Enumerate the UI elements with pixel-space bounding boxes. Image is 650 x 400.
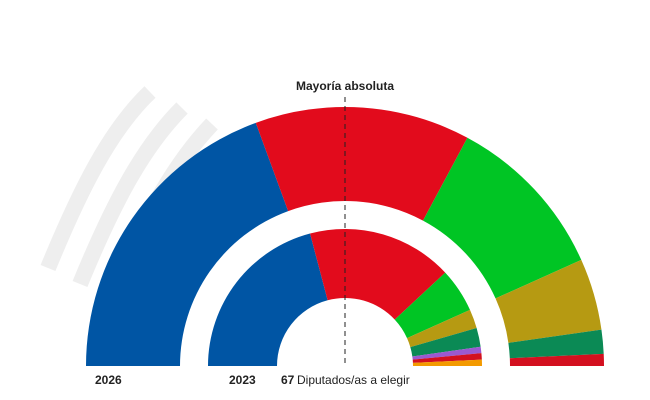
seat-segment <box>208 233 328 366</box>
total-seats: 67 <box>281 373 295 387</box>
seat-segment <box>407 309 477 348</box>
ring-label: 2026 <box>95 373 122 387</box>
seat-segment <box>310 229 446 320</box>
seat-segment <box>412 353 482 363</box>
seat-segment <box>410 327 481 357</box>
ring-label: 2023 <box>229 373 256 387</box>
seat-segment <box>508 329 604 359</box>
seat-segment <box>509 353 604 366</box>
seat-segment <box>255 106 468 221</box>
arcs <box>86 106 604 366</box>
seat-segment <box>394 272 470 339</box>
total-label: Diputados/as a elegir <box>297 373 410 387</box>
seat-segment <box>412 346 482 360</box>
seat-segment <box>412 359 482 366</box>
majority-label: Mayoría absoluta <box>296 79 394 93</box>
seat-segment <box>495 259 602 343</box>
seat-segment <box>422 137 582 299</box>
seat-segment <box>86 122 289 366</box>
